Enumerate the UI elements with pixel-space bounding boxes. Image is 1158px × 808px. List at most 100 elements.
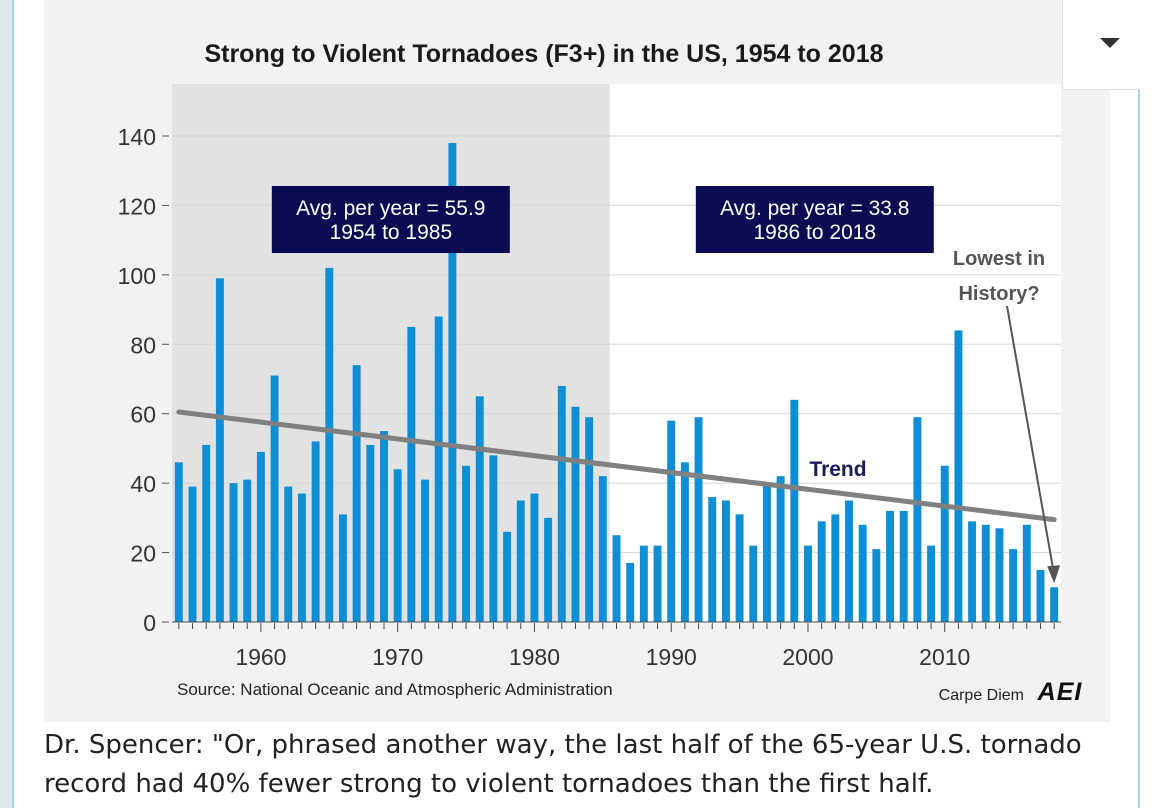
bar bbox=[1050, 587, 1059, 622]
bar bbox=[845, 500, 853, 622]
bar bbox=[831, 514, 840, 622]
trend-line bbox=[176, 409, 1057, 523]
x-tick-label: 1990 bbox=[646, 644, 697, 670]
bar bbox=[229, 483, 238, 622]
x-tick-label: 1970 bbox=[372, 644, 423, 670]
x-tick-label: 1960 bbox=[235, 644, 286, 670]
bar bbox=[188, 486, 197, 622]
bar bbox=[516, 500, 525, 622]
bar bbox=[475, 396, 484, 622]
annotation-line1: Lowest in bbox=[953, 248, 1045, 270]
bar bbox=[735, 514, 744, 622]
bar bbox=[940, 465, 949, 622]
svg-text:AEI: AEI bbox=[1037, 678, 1083, 706]
bar bbox=[256, 451, 265, 622]
average-box-line1: Avg. per year = 55.9 bbox=[296, 197, 485, 220]
bar bbox=[954, 330, 963, 622]
bar bbox=[352, 365, 361, 622]
caption-text: Dr. Spencer: "Or, phrased another way, t… bbox=[44, 730, 1082, 799]
bar bbox=[804, 545, 812, 622]
bar bbox=[202, 444, 211, 622]
bar bbox=[297, 493, 306, 622]
bar bbox=[653, 545, 662, 622]
bar bbox=[598, 476, 607, 622]
bar bbox=[503, 531, 512, 622]
average-box-bg bbox=[695, 186, 934, 253]
bar bbox=[325, 267, 334, 622]
bar bbox=[817, 521, 826, 622]
bar bbox=[694, 417, 703, 622]
bar bbox=[530, 493, 539, 622]
bar bbox=[544, 517, 553, 622]
bar bbox=[448, 142, 457, 622]
bar bbox=[790, 399, 799, 622]
y-tick-label: 40 bbox=[130, 471, 156, 497]
y-tick-label: 100 bbox=[118, 263, 156, 289]
bar bbox=[708, 497, 717, 622]
bar bbox=[981, 524, 990, 622]
bar bbox=[927, 545, 936, 622]
x-tick-label: 2010 bbox=[919, 644, 970, 670]
bar bbox=[407, 326, 416, 622]
right-border bbox=[1138, 0, 1158, 808]
bar bbox=[1022, 524, 1031, 622]
bar bbox=[1009, 549, 1018, 622]
chart-title: Strong to Violent Tornadoes (F3+) in the… bbox=[204, 40, 883, 68]
collapse-toggle-button[interactable] bbox=[1062, 0, 1140, 90]
bar bbox=[639, 545, 648, 622]
bar bbox=[366, 444, 375, 622]
trend-label: Trend bbox=[809, 458, 866, 481]
bar bbox=[626, 562, 635, 622]
annotation-arrow-line bbox=[1006, 305, 1055, 570]
bar bbox=[721, 500, 730, 622]
average-box-line2: 1954 to 1985 bbox=[330, 221, 453, 244]
bar bbox=[585, 417, 594, 622]
aei-logo: AEI bbox=[1029, 677, 1089, 706]
x-tick-label: 2000 bbox=[782, 644, 833, 670]
bar bbox=[393, 469, 402, 622]
shaded-period bbox=[172, 84, 610, 622]
bar bbox=[667, 420, 676, 622]
annotation-line2: History? bbox=[958, 283, 1039, 305]
bar bbox=[338, 514, 347, 622]
bar bbox=[913, 417, 922, 622]
tornado-chart: 0 20 40 60 80 100 120 140 1960 1970 1980 1990 2000 20… bbox=[118, 40, 1089, 706]
bar bbox=[557, 385, 566, 622]
bar bbox=[434, 316, 443, 622]
x-tick-label: 1980 bbox=[509, 644, 560, 670]
y-tick-label: 80 bbox=[130, 332, 156, 358]
bar bbox=[749, 545, 758, 622]
y-tick-label: 140 bbox=[118, 124, 156, 150]
bar bbox=[612, 535, 621, 622]
bar bbox=[899, 510, 908, 622]
bar bbox=[995, 528, 1004, 622]
bar bbox=[174, 462, 183, 622]
bar bbox=[489, 455, 498, 622]
y-tick-label: 120 bbox=[118, 193, 156, 219]
bar bbox=[762, 483, 771, 622]
bar bbox=[872, 549, 881, 622]
bar bbox=[968, 521, 977, 622]
bar bbox=[270, 375, 279, 622]
y-tick-label: 60 bbox=[130, 402, 156, 428]
bar bbox=[680, 462, 689, 622]
y-tick-label: 0 bbox=[143, 610, 156, 636]
bar bbox=[571, 406, 580, 622]
caret-down-icon bbox=[1100, 38, 1120, 48]
bar bbox=[215, 278, 224, 622]
annotation-arrow-head bbox=[1047, 565, 1061, 584]
bar bbox=[421, 479, 429, 622]
source-text: Source: National Oceanic and Atmospheric… bbox=[177, 680, 613, 699]
bar bbox=[886, 510, 895, 622]
bar bbox=[380, 431, 388, 622]
carpe-diem-text: Carpe Diem bbox=[939, 687, 1024, 704]
bar bbox=[858, 524, 867, 622]
average-box-bg bbox=[271, 186, 510, 253]
y-tick-label: 20 bbox=[130, 541, 156, 567]
bar bbox=[284, 486, 293, 622]
bar bbox=[243, 479, 252, 622]
bar bbox=[776, 476, 785, 622]
average-box-line1: Avg. per year = 33.8 bbox=[720, 197, 909, 220]
